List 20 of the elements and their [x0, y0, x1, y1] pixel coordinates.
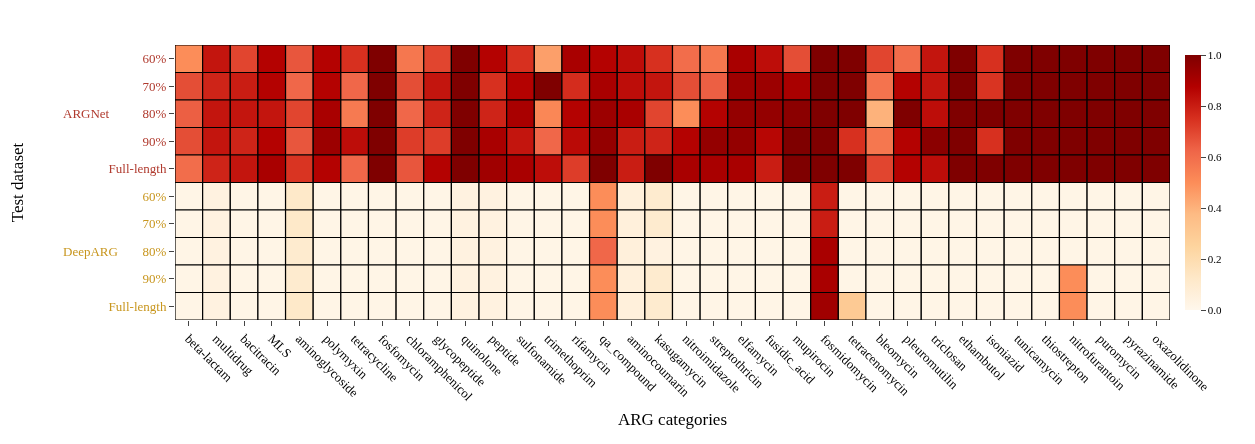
y-tick-label: 70% — [142, 216, 167, 232]
color-bar-label: 1.0 — [1207, 48, 1222, 61]
color-bar-label: 0.0 — [1207, 303, 1222, 316]
y-tick-label: 90% — [142, 133, 167, 149]
y-tick-label: 90% — [142, 271, 167, 287]
y-tick-label: 60% — [142, 188, 167, 204]
y-tick-label: Full-length — [108, 161, 167, 177]
color-bar-label: 0.6 — [1207, 150, 1222, 163]
text: DeepARG — [63, 244, 118, 259]
color-bar-label: 0.4 — [1207, 201, 1222, 214]
y-tick-label: 60% — [142, 51, 167, 67]
x-axis-title: ARG categories — [617, 410, 728, 430]
text: ARGNet — [63, 106, 110, 121]
y-axis-title: Test dataset — [8, 142, 28, 223]
color-bar-label: 0.2 — [1207, 252, 1222, 265]
y-tick-label: 80% — [142, 106, 167, 122]
y-tick-label: 70% — [142, 78, 167, 94]
y-tick-label: 80% — [142, 243, 167, 259]
y-tick-label: Full-length — [108, 298, 167, 314]
color-bar-label: 0.8 — [1207, 99, 1222, 112]
